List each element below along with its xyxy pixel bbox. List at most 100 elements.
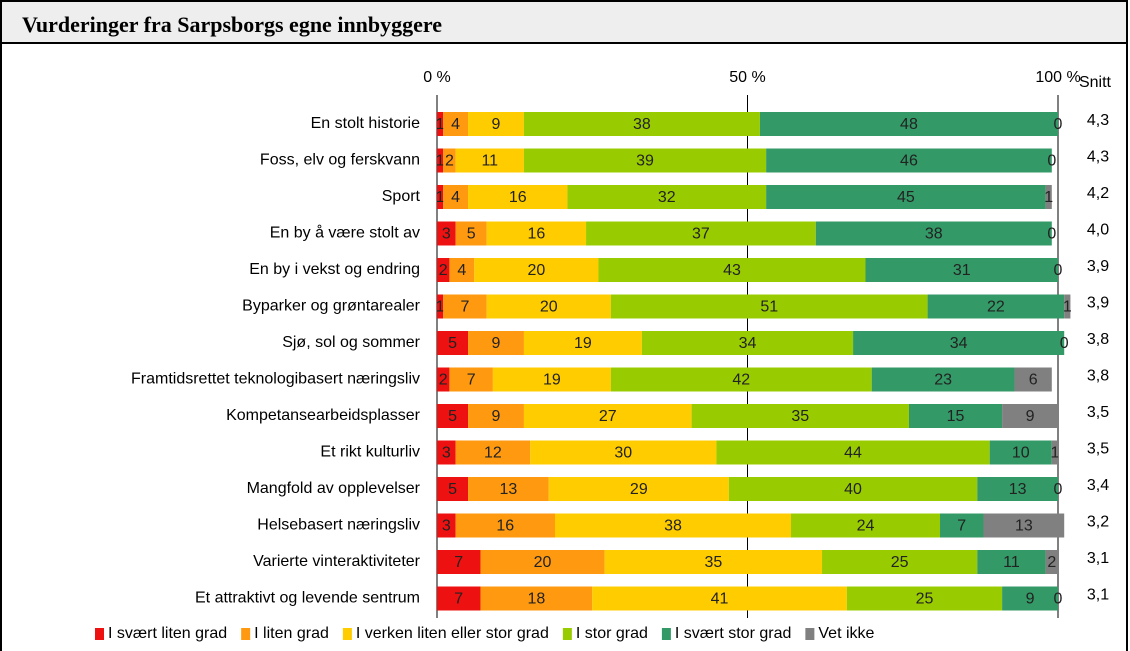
legend-label: Vet ikke xyxy=(818,625,874,642)
legend-label: I stor grad xyxy=(576,625,648,642)
average-value: 3,8 xyxy=(1087,368,1109,385)
x-tick-label: 0 % xyxy=(423,69,451,86)
data-label: 20 xyxy=(540,299,558,316)
data-label: 2 xyxy=(1047,554,1056,571)
legend-label: I liten grad xyxy=(254,625,329,642)
bar-segment xyxy=(437,367,450,392)
data-label: 23 xyxy=(934,372,952,389)
data-label: 0 xyxy=(1054,262,1063,279)
data-label: 27 xyxy=(599,408,617,425)
bar-segment xyxy=(437,258,450,282)
data-label: 3 xyxy=(442,226,451,243)
average-value: 3,2 xyxy=(1087,514,1109,531)
bar-segment xyxy=(586,221,816,246)
bar-segment xyxy=(598,258,866,282)
bar-segment xyxy=(940,513,984,538)
bar-segment xyxy=(455,221,487,246)
data-label: 0 xyxy=(1060,335,1069,352)
data-label: 38 xyxy=(633,116,651,133)
data-label: 11 xyxy=(481,153,498,170)
data-label: 40 xyxy=(844,481,862,498)
bar-segment xyxy=(480,586,593,611)
bar-segment xyxy=(1064,294,1071,319)
legend-swatch xyxy=(661,628,671,640)
average-header: Snitt xyxy=(1079,74,1112,91)
data-label: 5 xyxy=(448,481,457,498)
data-label: 7 xyxy=(467,372,476,389)
data-label: 29 xyxy=(630,481,648,498)
bar-segment xyxy=(790,513,941,538)
data-label: 5 xyxy=(448,408,457,425)
bar-segment xyxy=(1002,404,1058,428)
bar-segment xyxy=(759,112,1058,136)
data-label: 0 xyxy=(1054,116,1063,133)
data-label: 12 xyxy=(484,445,502,462)
bar-segment xyxy=(604,550,823,574)
average-value: 3,1 xyxy=(1087,550,1109,567)
bar-segment xyxy=(567,185,767,209)
data-label: 2 xyxy=(439,372,448,389)
data-label: 35 xyxy=(791,408,809,425)
data-label: 1 xyxy=(436,189,445,206)
bar-segment xyxy=(523,404,692,428)
average-value: 4,3 xyxy=(1087,112,1109,129)
bar-segment xyxy=(554,513,791,538)
bar-segment xyxy=(449,367,493,392)
data-label: 9 xyxy=(492,335,501,352)
bar-segment xyxy=(610,367,872,392)
average-value: 4,3 xyxy=(1087,149,1109,166)
legend-label: I svært stor grad xyxy=(675,625,791,642)
bar-segment xyxy=(443,294,487,319)
bar-segment xyxy=(468,477,549,501)
data-label: 7 xyxy=(454,554,463,571)
data-label: 48 xyxy=(900,116,918,133)
bar-segment xyxy=(468,331,524,355)
y-tick-label: Kompetansearbeidsplasser xyxy=(226,407,421,424)
legend-label: I svært liten grad xyxy=(108,625,227,642)
bar-segment xyxy=(468,112,524,136)
bar-segment xyxy=(437,148,444,173)
bar-segment xyxy=(908,404,1003,428)
data-label: 9 xyxy=(492,408,501,425)
data-label: 4 xyxy=(451,189,460,206)
bar-segment xyxy=(989,440,1052,465)
data-label: 3 xyxy=(442,445,451,462)
legend-swatch xyxy=(805,628,815,640)
bar-segment xyxy=(853,331,1065,355)
data-label: 15 xyxy=(947,408,965,425)
bar-segment xyxy=(846,586,1003,611)
y-tick-label: Helsebasert næringsliv xyxy=(257,517,420,534)
bar-segment xyxy=(766,185,1046,209)
bar-segment xyxy=(523,112,760,136)
bar-segment xyxy=(983,513,1065,538)
bar-segment xyxy=(443,185,469,209)
bar-segment xyxy=(437,513,456,538)
y-tick-label: En by å være stolt av xyxy=(270,224,420,242)
bar-segment xyxy=(716,440,990,465)
data-label: 4 xyxy=(457,262,466,279)
data-label: 31 xyxy=(953,262,971,279)
bar-segment xyxy=(455,148,524,173)
bar-segment xyxy=(977,550,1046,574)
bar-segment xyxy=(492,367,611,392)
bar-segment xyxy=(815,221,1052,246)
y-tick-label: Et rikt kulturliv xyxy=(320,444,420,461)
data-label: 4 xyxy=(451,116,460,133)
average-value: 3,4 xyxy=(1087,477,1109,494)
y-tick-label: Sport xyxy=(382,188,421,205)
data-label: 0 xyxy=(1054,481,1063,498)
data-label: 7 xyxy=(454,591,463,608)
bar-segment xyxy=(610,294,928,319)
data-label: 45 xyxy=(897,189,915,206)
bar-segment xyxy=(437,185,444,209)
data-label: 13 xyxy=(1015,518,1033,535)
y-tick-label: En stolt historie xyxy=(311,115,420,132)
bar-segment xyxy=(443,148,456,173)
average-value: 3,5 xyxy=(1087,441,1109,458)
data-label: 10 xyxy=(1012,445,1030,462)
data-label: 30 xyxy=(614,445,632,462)
data-label: 1 xyxy=(436,116,445,133)
bar-segment xyxy=(641,331,854,355)
data-label: 16 xyxy=(496,518,514,535)
bar-segment xyxy=(480,550,605,574)
